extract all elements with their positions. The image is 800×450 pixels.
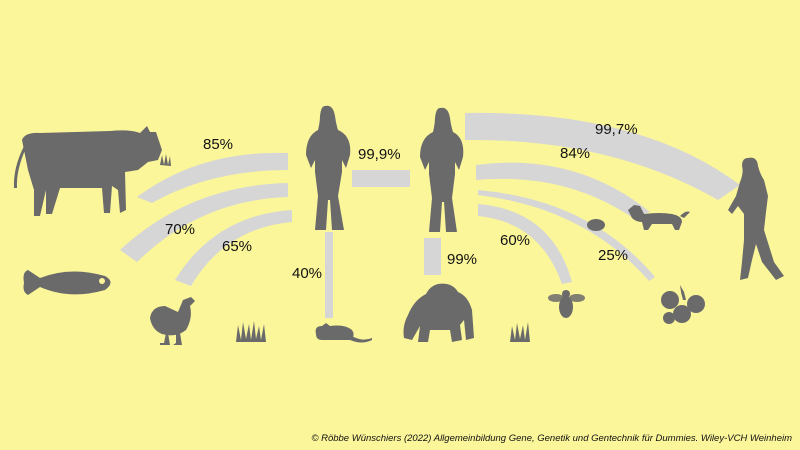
band-chimpanzee — [424, 238, 441, 275]
grass-icon — [510, 322, 530, 342]
woman-icon — [306, 105, 351, 230]
similarity-label-grape: 25% — [598, 247, 629, 264]
band-neanderthal — [465, 112, 740, 200]
band-bee — [478, 204, 572, 284]
neanderthal-icon — [728, 157, 784, 280]
dog-icon — [628, 205, 690, 230]
band-fish — [120, 183, 288, 262]
similarity-label-cow: 85% — [203, 136, 234, 153]
band-chicken — [175, 210, 292, 286]
grass-icon — [236, 321, 266, 342]
similarity-label-bee: 60% — [500, 232, 531, 249]
band-cow — [137, 152, 288, 203]
similarity-label-woman: 99,9% — [358, 146, 401, 163]
grape-icon — [661, 285, 705, 324]
woman-icon — [420, 107, 464, 232]
credit-line: © Röbbe Wünschiers (2022) Allgemeinbildu… — [311, 433, 792, 444]
band-woman — [352, 170, 410, 187]
chimpanzee-icon — [403, 283, 474, 342]
fish-icon — [23, 270, 111, 295]
similarity-label-chimpanzee: 99% — [447, 251, 478, 268]
cow-icon — [13, 126, 171, 216]
similarity-label-dog: 84% — [560, 145, 591, 162]
chicken-icon — [150, 297, 195, 345]
similarity-label-neanderthal: 99,7% — [595, 121, 638, 138]
band-mouse — [325, 232, 333, 318]
mouse-icon — [315, 323, 372, 343]
bee-icon — [548, 290, 585, 318]
similarity-label-chicken: 65% — [222, 238, 253, 255]
band-dog — [476, 162, 650, 218]
bagel-icon — [587, 219, 605, 231]
similarity-label-fish: 70% — [165, 221, 196, 238]
similarity-label-mouse: 40% — [292, 265, 323, 282]
